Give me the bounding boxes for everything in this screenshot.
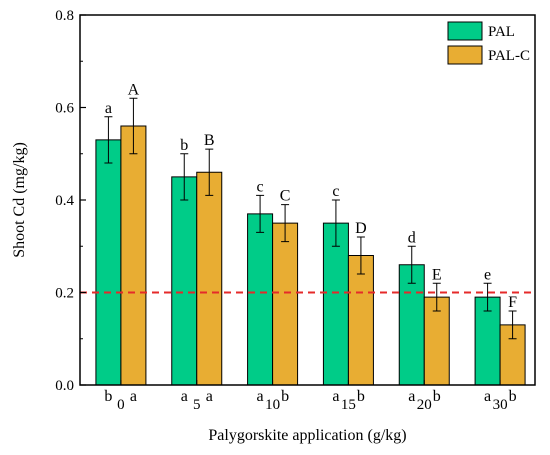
x-tick-label: 30 bbox=[493, 397, 508, 413]
significance-letter: A bbox=[128, 81, 140, 98]
bar-pal-c-20 bbox=[423, 296, 450, 386]
significance-letter: E bbox=[432, 266, 442, 283]
bar-pal-c-5 bbox=[196, 171, 223, 386]
significance-letter: C bbox=[280, 188, 291, 205]
x-axis-label: Palygorskite application (g/kg) bbox=[208, 427, 406, 444]
bar-pal-10 bbox=[247, 213, 274, 386]
bottom-letter-pal: a bbox=[181, 388, 188, 405]
significance-letter: c bbox=[257, 178, 264, 195]
x-tick-label: 15 bbox=[341, 397, 356, 413]
y-axis-label: Shoot Cd (mg/kg) bbox=[11, 142, 28, 258]
plot-frame bbox=[79, 14, 536, 386]
x-tick-label: 0 bbox=[117, 397, 125, 413]
bottom-letter-pal: a bbox=[332, 388, 339, 405]
bar-pal-20 bbox=[398, 264, 425, 386]
significance-letter: a bbox=[105, 100, 112, 117]
legend-label: PAL-C bbox=[488, 48, 530, 64]
y-tick-label: 0.6 bbox=[55, 101, 74, 117]
bottom-letter-pal: a bbox=[484, 388, 491, 405]
significance-letter: b bbox=[180, 137, 188, 154]
bar-pal-5 bbox=[171, 176, 198, 386]
bottom-letter-pal: a bbox=[257, 388, 264, 405]
legend-label: PAL bbox=[488, 24, 515, 40]
bottom-letter-pal-c: b bbox=[509, 388, 517, 405]
y-tick-label: 0.4 bbox=[55, 193, 74, 209]
x-tick-label: 10 bbox=[265, 397, 280, 413]
legend-swatch-pal bbox=[447, 21, 483, 41]
significance-letter: e bbox=[484, 266, 491, 283]
bottom-letter-pal: a bbox=[408, 388, 415, 405]
bottom-letter-pal-c: a bbox=[206, 388, 213, 405]
y-tick-label: 0.8 bbox=[55, 8, 74, 24]
bar-pal-15 bbox=[322, 222, 349, 386]
bottom-letter-pal-c: a bbox=[130, 388, 137, 405]
bar-pal-c-10 bbox=[272, 222, 299, 386]
y-tick-label: 0.0 bbox=[55, 378, 74, 394]
bottom-letter-pal-c: b bbox=[433, 388, 441, 405]
legend-swatch-pal-c bbox=[447, 45, 483, 65]
significance-letter: D bbox=[355, 220, 367, 237]
y-tick-label: 0.2 bbox=[55, 286, 74, 302]
significance-letter: B bbox=[204, 132, 215, 149]
bar-pal-c-0 bbox=[120, 125, 147, 386]
x-tick-label: 5 bbox=[193, 397, 201, 413]
bar-pal-0 bbox=[95, 139, 122, 386]
bottom-letter-pal: b bbox=[104, 388, 112, 405]
x-tick-label: 20 bbox=[417, 397, 432, 413]
bottom-letter-pal-c: b bbox=[281, 388, 289, 405]
bar-pal-c-15 bbox=[347, 255, 374, 386]
significance-letter: F bbox=[508, 294, 517, 311]
significance-letter: d bbox=[408, 229, 416, 246]
bottom-letter-pal-c: b bbox=[357, 388, 365, 405]
significance-letter: c bbox=[332, 183, 339, 200]
